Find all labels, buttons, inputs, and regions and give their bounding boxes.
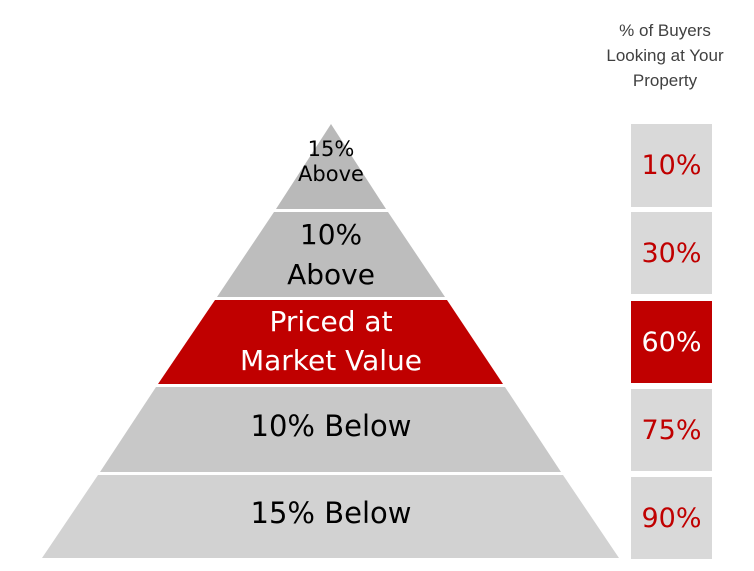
header-line-1: % of Buyers (619, 21, 711, 40)
buyers-box-10-below: 75% (631, 389, 712, 471)
buyers-box-market-value: 60% (631, 301, 712, 383)
layer-label-10-above: 10% Above (287, 218, 375, 291)
buyers-column-header: % of Buyers Looking at Your Property (586, 18, 744, 93)
header-line-2: Looking at Your (606, 46, 724, 65)
layer-label-market-value: Priced at Market Value (239, 305, 423, 377)
layer-label-15-above: 15% Above (298, 137, 364, 187)
pyramid-layer-15-below (42, 475, 619, 558)
layer-label-10-below: 10% Below (250, 409, 412, 443)
buyers-box-15-below: 90% (631, 477, 712, 559)
pyramid-layer-10-above (217, 212, 445, 297)
layer-label-15-below: 15% Below (250, 496, 412, 530)
buyers-box-10-above: 30% (631, 212, 712, 294)
pyramid-layer-market-value (158, 300, 503, 384)
header-line-3: Property (632, 71, 698, 90)
buyers-box-15-above: 10% (631, 124, 712, 207)
pyramid-layer-10-below (100, 387, 561, 472)
pyramid-layer-15-above (276, 124, 386, 209)
